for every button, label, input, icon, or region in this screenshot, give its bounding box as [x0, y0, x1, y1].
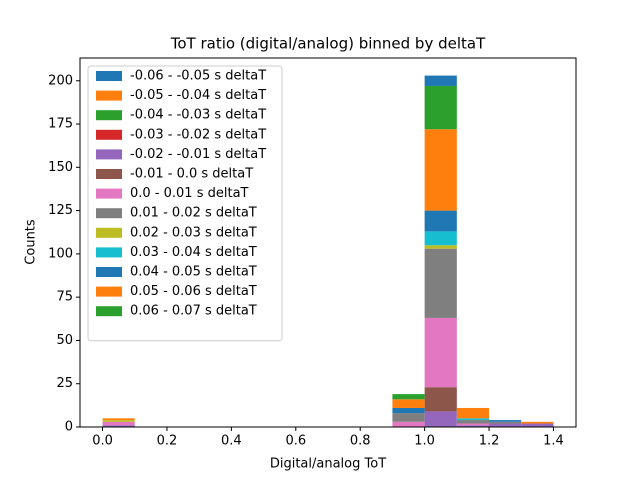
y-tick-label: 100 [48, 246, 73, 261]
bar [489, 420, 522, 422]
x-tick-label: 0.6 [285, 434, 306, 449]
x-axis-label: Digital/analog ToT [270, 457, 386, 472]
y-tick-label: 25 [56, 376, 73, 391]
legend-swatch [96, 286, 122, 297]
bar [392, 394, 425, 400]
legend-swatch [96, 188, 122, 199]
bar [424, 210, 457, 232]
bar [424, 129, 457, 211]
bar [392, 421, 425, 427]
legend-box [87, 65, 283, 342]
legend-label: -0.05 - -0.04 s deltaT [130, 88, 266, 103]
legend-label: 0.0 - 0.01 s deltaT [130, 186, 249, 201]
bar [102, 425, 135, 427]
y-tick-label: 50 [56, 333, 73, 348]
bar [424, 245, 457, 249]
bar [456, 423, 490, 426]
y-tick-label: 175 [48, 117, 73, 132]
bar [424, 85, 457, 130]
legend-label: 0.03 - 0.04 s deltaT [130, 245, 257, 260]
bar [456, 407, 490, 419]
x-tick-label: 0.0 [92, 434, 113, 449]
bar [424, 387, 457, 412]
legend-label: 0.06 - 0.07 s deltaT [130, 304, 257, 319]
y-tick-label: 125 [48, 203, 73, 218]
bar [102, 420, 135, 422]
legend-swatch [96, 149, 122, 160]
bar [102, 418, 135, 421]
bar [489, 421, 522, 424]
legend-label: 0.05 - 0.06 s deltaT [130, 284, 257, 299]
legend-label: 0.01 - 0.02 s deltaT [130, 206, 257, 221]
legend-swatch [96, 169, 122, 179]
bar [424, 231, 457, 246]
bar [424, 248, 457, 318]
y-tick-label: 75 [56, 290, 73, 305]
bar [521, 423, 554, 427]
bar [489, 423, 522, 427]
legend-swatch [96, 247, 122, 258]
x-tick-label: 1.2 [479, 434, 500, 449]
legend-label: -0.01 - 0.0 s deltaT [130, 167, 253, 182]
legend-swatch [96, 306, 122, 317]
legend-swatch [96, 227, 122, 238]
legend-swatch [96, 71, 122, 81]
x-tick-label: 0.2 [157, 434, 178, 449]
bar [456, 420, 490, 424]
x-tick-label: 0.8 [350, 434, 371, 449]
legend-label: -0.03 - -0.02 s deltaT [130, 127, 266, 142]
bar [456, 418, 490, 421]
legend-label: 0.04 - 0.05 s deltaT [130, 265, 257, 280]
bar [392, 407, 425, 414]
chart-title: ToT ratio (digital/analog) binned by del… [170, 35, 486, 53]
y-tick-label: 200 [48, 73, 73, 88]
y-axis-label: Counts [24, 219, 39, 265]
bar [392, 399, 425, 408]
legend-label: -0.06 - -0.05 s deltaT [130, 69, 266, 84]
legend-label: -0.04 - -0.03 s deltaT [130, 108, 266, 123]
bar [424, 411, 457, 427]
bar [521, 421, 554, 424]
bar [424, 317, 457, 388]
bar [424, 75, 457, 86]
legend: -0.06 - -0.05 s deltaT -0.05 - -0.04 s de… [87, 65, 283, 342]
bar [392, 413, 425, 422]
bar [102, 421, 135, 426]
legend-swatch [96, 208, 122, 219]
bar [456, 425, 490, 427]
legend-swatch [96, 90, 122, 101]
x-tick-label: 1.0 [414, 434, 435, 449]
legend-label: -0.02 - -0.01 s deltaT [130, 147, 266, 162]
legend-swatch [96, 129, 122, 140]
legend-label: 0.02 - 0.03 s deltaT [130, 225, 257, 240]
y-tick-label: 0 [65, 420, 73, 435]
x-tick-label: 0.4 [221, 434, 242, 449]
plot-frame [79, 57, 577, 428]
legend-swatch [96, 110, 122, 121]
legend-swatch [96, 267, 122, 277]
y-tick-label: 150 [48, 160, 73, 175]
x-tick-label: 1.4 [543, 434, 564, 449]
